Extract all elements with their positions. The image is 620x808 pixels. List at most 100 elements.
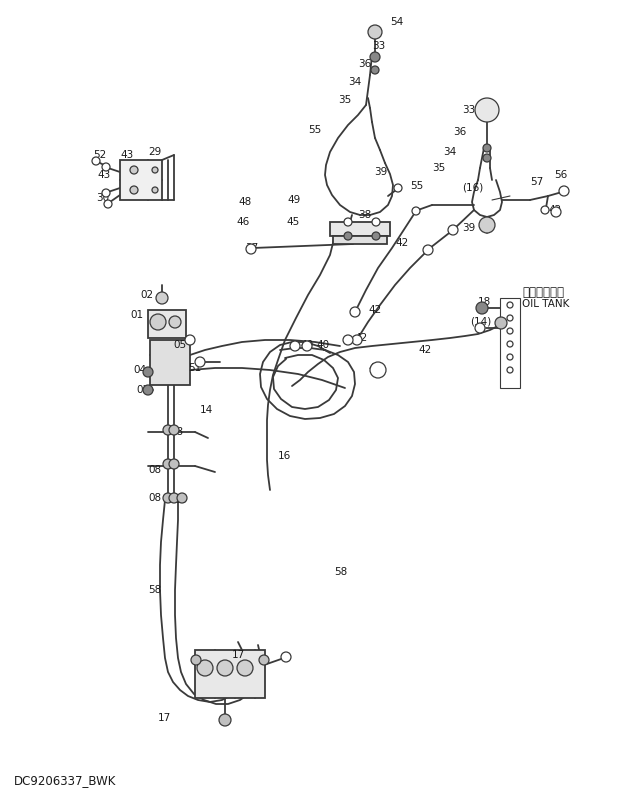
Text: 39: 39	[462, 223, 476, 233]
Text: OIL TANK: OIL TANK	[522, 299, 569, 309]
Circle shape	[479, 217, 495, 233]
Text: (16): (16)	[462, 183, 483, 193]
Circle shape	[185, 335, 195, 345]
Text: 40: 40	[300, 340, 313, 350]
Circle shape	[368, 25, 382, 39]
Circle shape	[152, 167, 158, 173]
Text: 04: 04	[133, 365, 146, 375]
Text: 17: 17	[232, 650, 246, 660]
Circle shape	[163, 493, 173, 503]
Circle shape	[130, 186, 138, 194]
Circle shape	[237, 660, 253, 676]
Text: (14): (14)	[470, 317, 491, 327]
Circle shape	[259, 655, 269, 665]
Bar	[148, 310, 186, 338]
Text: 58: 58	[148, 585, 161, 595]
Text: 08: 08	[148, 493, 161, 503]
Text: 34: 34	[348, 77, 361, 87]
Circle shape	[372, 232, 380, 240]
Text: 45: 45	[286, 217, 299, 227]
Text: 42: 42	[354, 333, 367, 343]
Circle shape	[163, 425, 173, 435]
Text: 35: 35	[338, 95, 352, 105]
Text: DC9206337_BWK: DC9206337_BWK	[14, 774, 117, 787]
Circle shape	[281, 652, 291, 662]
Circle shape	[169, 459, 179, 469]
Circle shape	[507, 354, 513, 360]
Circle shape	[372, 218, 380, 226]
Circle shape	[507, 367, 513, 373]
Text: 33: 33	[372, 41, 385, 51]
Circle shape	[370, 362, 386, 378]
Text: 39: 39	[374, 167, 388, 177]
Circle shape	[152, 187, 158, 193]
Text: 33: 33	[462, 105, 476, 115]
Bar	[330, 222, 390, 236]
Circle shape	[169, 493, 179, 503]
Circle shape	[350, 307, 360, 317]
Text: 42: 42	[418, 345, 432, 355]
Text: 02: 02	[140, 290, 153, 300]
Circle shape	[495, 317, 507, 329]
Text: 40: 40	[316, 340, 329, 350]
Text: 58: 58	[334, 567, 347, 577]
Circle shape	[448, 225, 458, 235]
Text: 14: 14	[200, 405, 213, 415]
Text: 48: 48	[238, 197, 251, 207]
Circle shape	[156, 292, 168, 304]
Bar	[333, 236, 387, 244]
Circle shape	[507, 315, 513, 321]
Text: 51: 51	[188, 363, 202, 373]
Circle shape	[197, 660, 213, 676]
Text: 38: 38	[358, 210, 371, 220]
Circle shape	[150, 314, 166, 330]
Circle shape	[541, 206, 549, 214]
Text: 05: 05	[173, 340, 186, 350]
Bar	[120, 160, 162, 200]
Circle shape	[352, 335, 362, 345]
Text: オイルタンク: オイルタンク	[522, 285, 564, 298]
Text: 08: 08	[148, 465, 161, 475]
Text: 37: 37	[245, 243, 259, 253]
Text: 49: 49	[287, 195, 300, 205]
Text: 41: 41	[368, 363, 381, 373]
Text: 36: 36	[453, 127, 466, 137]
Circle shape	[423, 245, 433, 255]
Circle shape	[302, 341, 312, 351]
Circle shape	[507, 341, 513, 347]
Text: 01: 01	[130, 310, 143, 320]
Text: 55: 55	[410, 181, 423, 191]
Circle shape	[344, 232, 352, 240]
Text: 29: 29	[148, 147, 161, 157]
Text: 46: 46	[236, 217, 249, 227]
Text: 42: 42	[548, 205, 561, 215]
Circle shape	[102, 163, 110, 171]
Circle shape	[475, 323, 485, 333]
Text: 35: 35	[432, 163, 445, 173]
Circle shape	[475, 98, 499, 122]
Text: 17: 17	[158, 713, 171, 723]
Circle shape	[559, 186, 569, 196]
Circle shape	[371, 66, 379, 74]
Circle shape	[143, 367, 153, 377]
Circle shape	[246, 244, 256, 254]
Circle shape	[130, 166, 138, 174]
Circle shape	[343, 335, 353, 345]
Text: 09: 09	[174, 495, 187, 505]
Circle shape	[169, 425, 179, 435]
Text: 36: 36	[358, 59, 371, 69]
Circle shape	[177, 493, 187, 503]
Circle shape	[102, 189, 110, 197]
Circle shape	[219, 714, 231, 726]
Text: 55: 55	[308, 125, 321, 135]
Circle shape	[394, 184, 402, 192]
Circle shape	[143, 385, 153, 395]
Text: 56: 56	[554, 170, 567, 180]
Bar	[150, 340, 190, 385]
Text: 03: 03	[136, 385, 149, 395]
Text: 16: 16	[278, 451, 291, 461]
Circle shape	[476, 302, 488, 314]
Circle shape	[104, 200, 112, 208]
Text: 42: 42	[395, 238, 408, 248]
Circle shape	[507, 302, 513, 308]
